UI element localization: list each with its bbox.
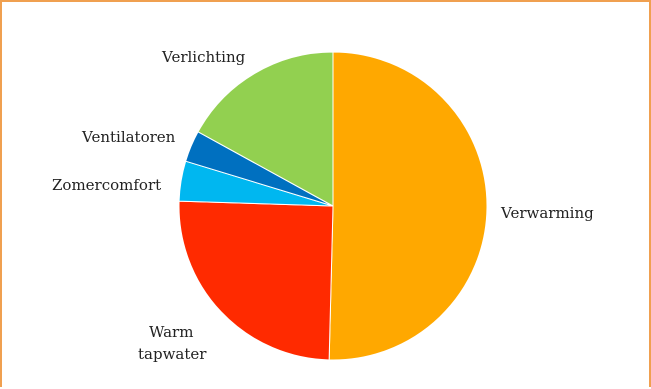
label-warm-tapwater-line1: Warm <box>149 323 193 341</box>
pie-slices <box>178 51 488 361</box>
label-ventilatoren: Ventilatoren <box>81 128 176 146</box>
pie-slice-verlichting <box>197 51 334 207</box>
label-verwarming: Verwarming <box>500 204 594 222</box>
pie-slice-verwarming <box>328 51 488 361</box>
label-zomercomfort: Zomercomfort <box>52 176 161 194</box>
label-verlichting: Verlichting <box>161 48 246 66</box>
pie-slice-warm-tapwater <box>178 200 334 361</box>
label-warm-tapwater-line2: tapwater <box>138 345 207 363</box>
